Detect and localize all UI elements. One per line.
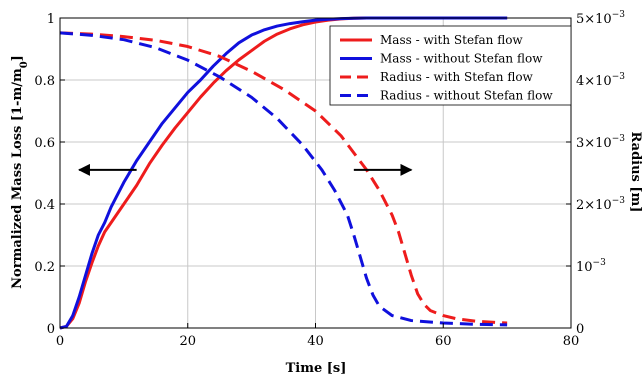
- y-left-tick-label: 0.6: [34, 136, 55, 151]
- y-axis-right: 0 10−3 2×10−3 3×10−3 4×10−3 5×10−3: [566, 10, 625, 337]
- y-right-tick-label: 5×10−3: [576, 10, 625, 27]
- series-line-3: [59, 31, 508, 325]
- x-tick-label: 60: [435, 334, 452, 349]
- y-axis-left-label: Normalized Mass Loss [1-m/m0]: [10, 55, 30, 289]
- y-left-tick-label: 1: [47, 12, 55, 27]
- y-right-tick-label: 4×10−3: [576, 72, 625, 89]
- y-right-tick-label: 10−3: [576, 258, 606, 275]
- x-tick-label: 80: [563, 334, 580, 349]
- y-axis-right-label: Radius [m]: [628, 132, 643, 213]
- x-axis-label: Time [s]: [286, 361, 347, 376]
- legend-label-2: Mass - without Stefan flow: [380, 52, 543, 66]
- y-axis-left: 0 0.2 0.4 0.6 0.8 1: [34, 12, 65, 337]
- x-axis: 0 20 40 60 80: [56, 323, 579, 349]
- x-tick-label: 20: [179, 334, 196, 349]
- legend-label-4: Radius - without Stefan flow: [380, 89, 553, 103]
- y-left-tick-label: 0: [47, 322, 55, 337]
- x-tick-label: 40: [307, 334, 324, 349]
- y-right-tick-label: 3×10−3: [576, 134, 625, 151]
- y-right-tick-label: 0: [576, 322, 584, 337]
- legend-label-3: Radius - with Stefan flow: [380, 70, 534, 84]
- legend-label-1: Mass - with Stefan flow: [380, 33, 523, 47]
- y-left-tick-label: 0.2: [34, 260, 55, 275]
- legend: Mass - with Stefan flow Mass - without St…: [329, 25, 572, 106]
- y-left-tick-label: 0.4: [34, 198, 55, 213]
- y-left-tick-label: 0.8: [34, 74, 55, 89]
- x-tick-label: 0: [56, 334, 64, 349]
- series-line-4: [59, 31, 508, 327]
- y-right-tick-label: 2×10−3: [576, 196, 625, 213]
